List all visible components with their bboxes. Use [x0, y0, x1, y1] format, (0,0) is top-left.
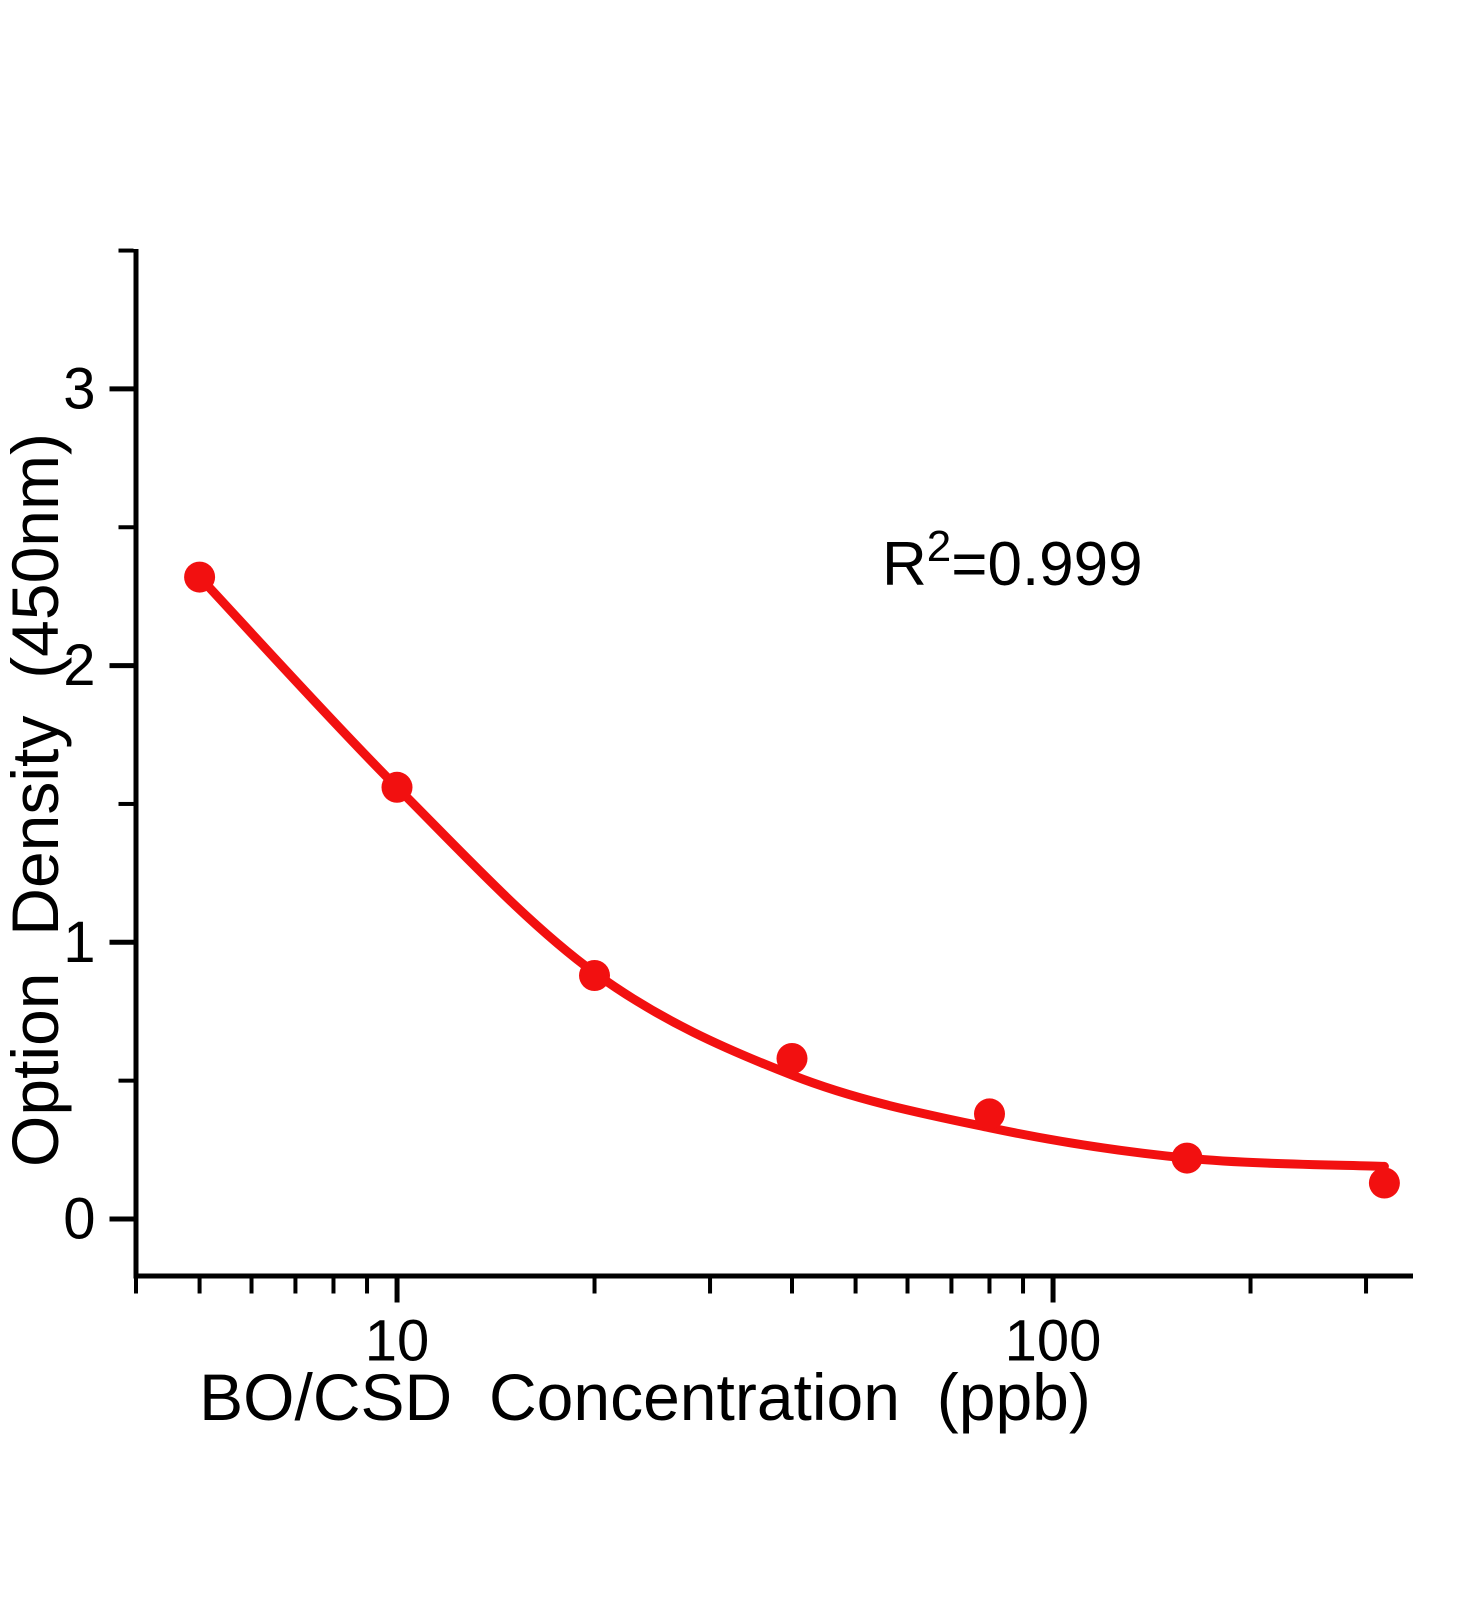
data-point-marker	[1368, 1167, 1400, 1199]
y-tick-label: 1	[63, 910, 95, 975]
r-squared-annotation: R2=0.999	[882, 522, 1143, 599]
fit-curve-line	[195, 572, 1389, 1171]
y-tick-label: 3	[63, 356, 95, 421]
data-points-layer	[184, 561, 1400, 1199]
axis-spine	[133, 249, 1413, 1279]
data-point-marker	[579, 960, 610, 991]
x-tick-label: 100	[1005, 1309, 1102, 1374]
data-point-marker	[974, 1098, 1005, 1130]
y-axis-title: Option Density (450nm)	[0, 433, 72, 1167]
x-tick-label: 10	[365, 1309, 430, 1374]
y-tick-label: 0	[63, 1187, 95, 1252]
y-tick-label: 2	[63, 633, 95, 698]
data-point-marker	[184, 561, 216, 593]
axes-layer: 10 100 0 1 2 3	[63, 248, 1413, 1374]
data-point-marker	[1171, 1142, 1203, 1174]
data-point-marker	[381, 771, 413, 803]
x-axis-title: BO/CSD Concentration (ppb)	[199, 1360, 1091, 1434]
data-point-marker	[776, 1043, 808, 1074]
